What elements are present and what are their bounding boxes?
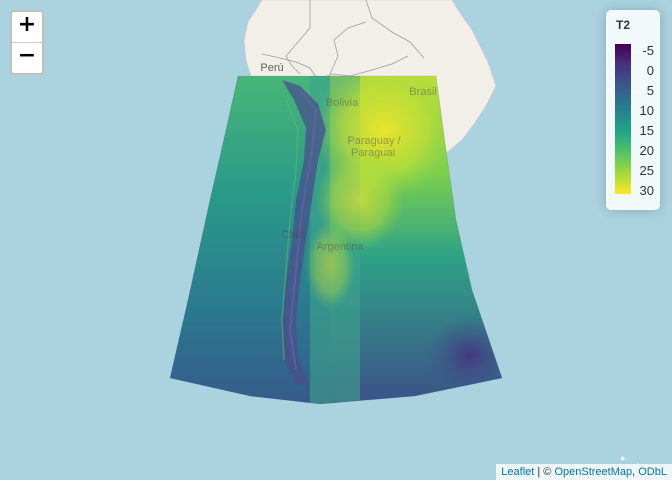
place-label-paraguay: Paraguay / <box>347 135 401 147</box>
legend-label: -5 <box>642 43 654 58</box>
place-label-brasil: Brasil <box>409 86 437 98</box>
legend-label: 0 <box>646 63 654 78</box>
leaflet-link[interactable]: Leaflet <box>501 466 535 478</box>
legend-tick <box>631 51 635 52</box>
attribution-comma: , <box>632 466 639 478</box>
odbl-link[interactable]: ODbL <box>638 466 667 478</box>
place-label-argentina: Argentina <box>316 241 364 253</box>
island-shape <box>620 456 625 461</box>
place-label-bolivia: Bolivia <box>325 97 359 109</box>
legend-tick <box>631 71 635 72</box>
place-label-peru: Perú <box>260 62 284 74</box>
legend: T2 -5 0 5 10 15 20 25 30 <box>606 10 660 210</box>
zoom-control: + − <box>10 10 44 75</box>
place-label-chile: Chile <box>281 229 307 241</box>
attribution-separator: | © <box>534 466 555 478</box>
zoom-out-button[interactable]: − <box>12 42 42 73</box>
legend-label: 25 <box>639 163 654 178</box>
legend-label: 10 <box>639 103 654 118</box>
legend-label: 5 <box>646 83 654 98</box>
legend-label: 15 <box>639 123 654 138</box>
openstreetmap-link[interactable]: OpenStreetMap <box>554 466 633 478</box>
legend-tick <box>631 151 635 152</box>
legend-tick <box>631 91 635 92</box>
legend-label: 20 <box>639 143 654 158</box>
legend-tick <box>631 111 635 112</box>
place-label-paraguai: Paraguai <box>350 147 396 159</box>
legend-tick <box>631 131 635 132</box>
legend-tick <box>631 191 635 192</box>
legend-tick <box>631 171 635 172</box>
legend-title: T2 <box>616 18 631 32</box>
attribution: Leaflet | © OpenStreetMap, ODbL <box>496 464 672 480</box>
zoom-in-button[interactable]: + <box>17 12 37 37</box>
legend-label: 30 <box>639 183 654 198</box>
legend-color-bar <box>615 44 631 194</box>
